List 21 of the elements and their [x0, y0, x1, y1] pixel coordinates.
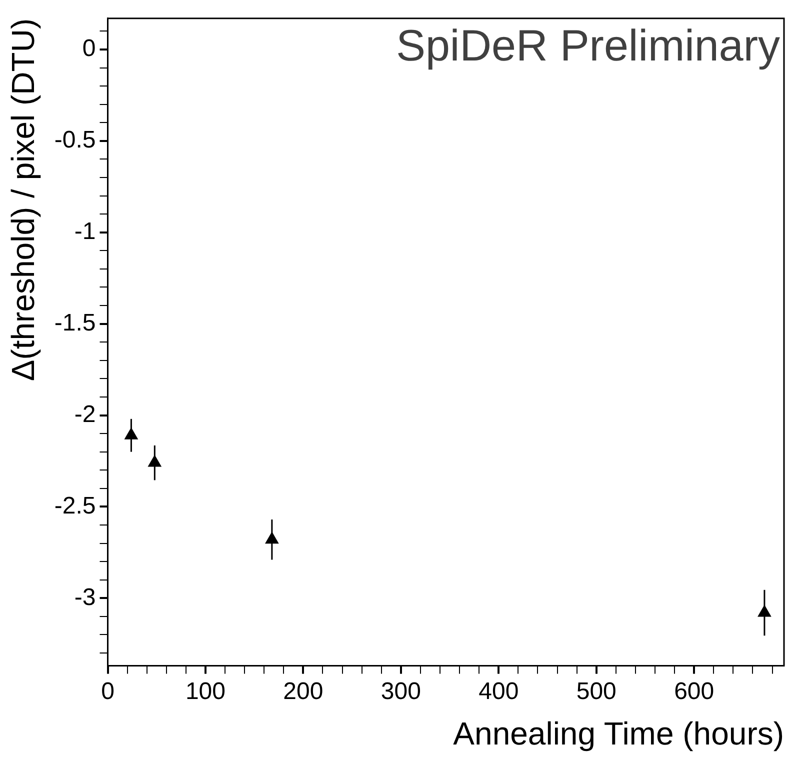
point [124, 428, 138, 440]
x-tick-label: 300 [380, 678, 421, 705]
x-tick-label: 0 [101, 678, 114, 705]
point [148, 455, 162, 467]
annotation: SpiDeR Preliminary [396, 22, 780, 71]
y-tick-label: -3 [74, 584, 96, 611]
y-tick-label: 0 [82, 35, 96, 62]
point [758, 605, 772, 617]
point [265, 532, 278, 544]
y-tick-label: -2.5 [54, 492, 96, 520]
x-axis-title: Annealing Time (hours) [453, 716, 784, 752]
x-tick-label: 500 [576, 678, 616, 705]
x-tick-label: 400 [478, 678, 519, 705]
y-tick-label: -0.5 [54, 126, 96, 154]
x-tick-label: 600 [674, 678, 714, 705]
y-tick-label: -1.5 [54, 309, 96, 336]
x-tick-label: 100 [185, 678, 226, 705]
y-axis-title: Δ(threshold) / pixel (DTU) [5, 18, 42, 382]
y-tick-label: -2 [74, 400, 96, 428]
x-tick-label: 200 [283, 678, 324, 705]
y-tick-label: -1 [74, 218, 96, 245]
